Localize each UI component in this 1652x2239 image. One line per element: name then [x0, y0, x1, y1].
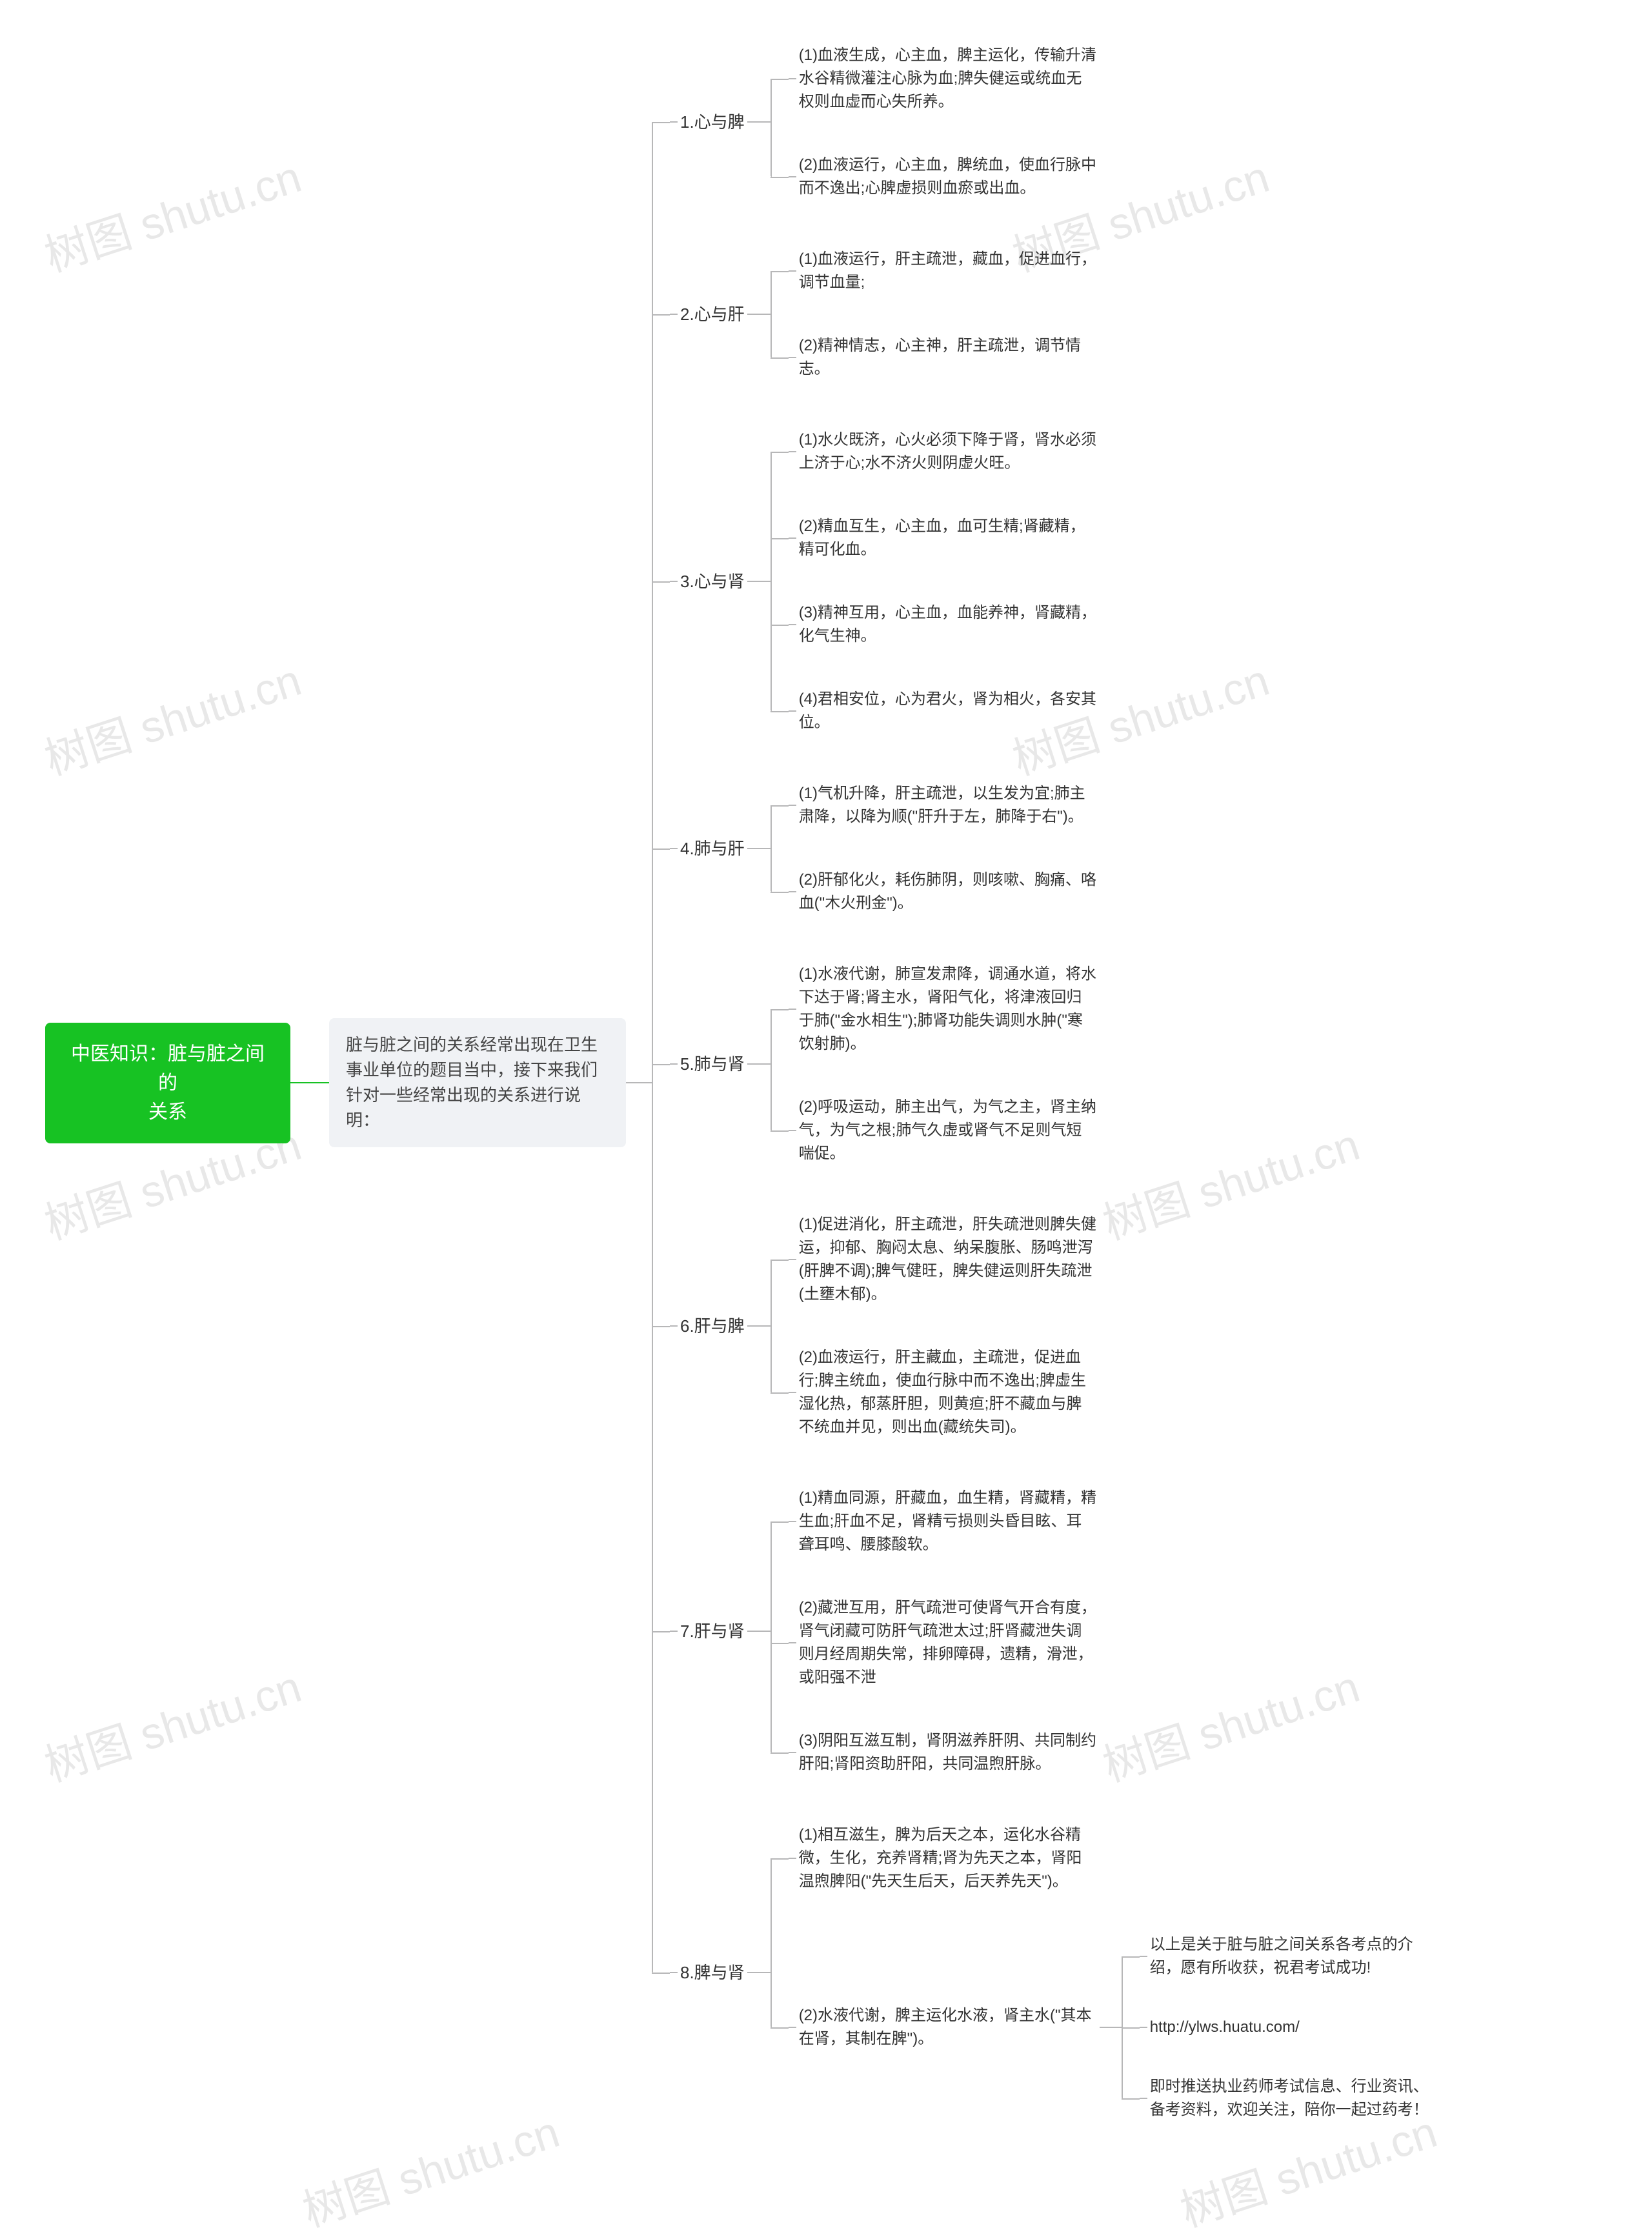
leaf-text: (3)阴阳互滋互制，肾阴滋养肝阴、共同制约肝阳;肾阳资助肝阳，共同温煦肝脉。	[796, 1724, 1100, 1781]
bracket	[771, 1208, 789, 1444]
branch-label: 8.脾与肾	[678, 1954, 747, 1991]
connector	[290, 1082, 329, 1083]
leaf-text: (2)水液代谢，脾主运化水液，肾主水("其本在肾，其制在脾")。	[796, 1999, 1100, 2056]
leaf-row: (2)精神情志，心主神，肝主疏泄，调节情志。	[789, 329, 1100, 386]
branch-row: 1.心与脾 (1)血液生成，心主血，脾主运化，传输升清水谷精微灌注心脉为血;脾失健…	[670, 39, 1444, 205]
leaf-text: (2)血液运行，肝主藏血，主疏泄，促进血行;脾主统血，使血行脉中而不逸出;脾虚生…	[796, 1341, 1100, 1444]
leaf-row: 以上是关于脏与脏之间关系各考点的介绍，愿有所收获，祝君考试成功!	[1140, 1928, 1444, 1985]
bracket	[771, 777, 789, 920]
leaf-row: (2)肝郁化火，耗伤肺阴，则咳嗽、胸痛、咯血("木火刑金")。	[789, 863, 1100, 920]
leaf-text: 以上是关于脏与脏之间关系各考点的介绍，愿有所收获，祝君考试成功!	[1147, 1928, 1444, 1985]
root-node: 中医知识：脏与脏之间的 关系	[45, 1023, 290, 1143]
root-title-line2: 关系	[65, 1098, 271, 1127]
intro-node: 脏与脏之间的关系经常出现在卫生事业单位的题目当中，接下来我们针对一些经常出现的关…	[329, 1018, 626, 1147]
bracket	[771, 1481, 789, 1781]
leaf-row: (1)血液生成，心主血，脾主运化，传输升清水谷精微灌注心脉为血;脾失健运或统血无…	[789, 39, 1100, 119]
mindmap-root-container: 中医知识：脏与脏之间的 关系 脏与脏之间的关系经常出现在卫生事业单位的题目当中，…	[45, 39, 1444, 2127]
leaf-text: (1)气机升降，肝主疏泄，以生发为宜;肺主肃降，以降为顺("肝升于左，肺降于右"…	[796, 777, 1100, 834]
bracket	[1122, 1928, 1140, 2127]
leaf-text: (2)藏泄互用，肝气疏泄可使肾气开合有度，肾气闭藏可防肝气疏泄太过;肝肾藏泄失调…	[796, 1591, 1100, 1694]
bracket	[771, 423, 789, 739]
branch-row: 5.肺与肾 (1)水液代谢，肺宣发肃降，调通水道，将水下达于肾;肾主水，肾阳气化，…	[670, 958, 1444, 1170]
branch-row: 4.肺与肝 (1)气机升降，肝主疏泄，以生发为宜;肺主肃降，以降为顺("肝升于左，…	[670, 777, 1444, 920]
leaf-text: (1)精血同源，肝藏血，血生精，肾藏精，精生血;肝血不足，肾精亏损则头昏目眩、耳…	[796, 1481, 1100, 1561]
bracket	[652, 39, 670, 2127]
branch-label: 4.肺与肝	[678, 830, 747, 867]
branch-label: 5.肺与肾	[678, 1046, 747, 1082]
leaf-text: (2)血液运行，心主血，脾统血，使血行脉中而不逸出;心脾虚损则血瘀或出血。	[796, 148, 1100, 205]
leaf-row: (2)精血互生，心主血，血可生精;肾藏精，精可化血。	[789, 510, 1100, 567]
leaf-text: (3)精神互用，心主血，血能养神，肾藏精，化气生神。	[796, 596, 1100, 653]
branch-row: 2.心与肝 (1)血液运行，肝主疏泄，藏血，促进血行，调节血量; (2)精神情志，心…	[670, 243, 1444, 386]
leaf-row: http://ylws.huatu.com/	[1140, 2011, 1444, 2044]
branch-label: 3.心与肾	[678, 563, 747, 599]
leaf-text: (2)精神情志，心主神，肝主疏泄，调节情志。	[796, 329, 1100, 386]
leaf-text: (1)水火既济，心火必须下降于肾，肾水必须上济于心;水不济火则阴虚火旺。	[796, 423, 1100, 480]
branch-label: 7.肝与肾	[678, 1613, 747, 1649]
leaf-row: (1)水液代谢，肺宣发肃降，调通水道，将水下达于肾;肾主水，肾阳气化，将津液回归…	[789, 958, 1100, 1061]
branch-row: 8.脾与肾 (1)相互滋生，脾为后天之本，运化水谷精微，生化，充养肾精;肾为先天之…	[670, 1818, 1444, 2127]
leaf-row: (1)水火既济，心火必须下降于肾，肾水必须上济于心;水不济火则阴虚火旺。	[789, 423, 1100, 480]
branch-label: 6.肝与脾	[678, 1308, 747, 1344]
leaf-row: (2)血液运行，肝主藏血，主疏泄，促进血行;脾主统血，使血行脉中而不逸出;脾虚生…	[789, 1341, 1100, 1444]
leaf-text: (2)精血互生，心主血，血可生精;肾藏精，精可化血。	[796, 510, 1100, 567]
leaf-row: (2)血液运行，心主血，脾统血，使血行脉中而不逸出;心脾虚损则血瘀或出血。	[789, 148, 1100, 205]
leaf-text: (2)肝郁化火，耗伤肺阴，则咳嗽、胸痛、咯血("木火刑金")。	[796, 863, 1100, 920]
connector	[626, 1082, 652, 1083]
bracket	[771, 243, 789, 386]
leaf-row: (1)相互滋生，脾为后天之本，运化水谷精微，生化，充养肾精;肾为先天之本，肾阳温…	[789, 1818, 1444, 1898]
leaf-row: (1)气机升降，肝主疏泄，以生发为宜;肺主肃降，以降为顺("肝升于左，肺降于右"…	[789, 777, 1100, 834]
leaf-text: (1)相互滋生，脾为后天之本，运化水谷精微，生化，充养肾精;肾为先天之本，肾阳温…	[796, 1818, 1100, 1898]
leaf-row: (3)阴阳互滋互制，肾阴滋养肝阴、共同制约肝阳;肾阳资助肝阳，共同温煦肝脉。	[789, 1724, 1100, 1781]
leaf-text: (1)水液代谢，肺宣发肃降，调通水道，将水下达于肾;肾主水，肾阳气化，将津液回归…	[796, 958, 1100, 1061]
leaf-row: (3)精神互用，心主血，血能养神，肾藏精，化气生神。	[789, 596, 1100, 653]
branch-row: 7.肝与肾 (1)精血同源，肝藏血，血生精，肾藏精，精生血;肝血不足，肾精亏损则头…	[670, 1481, 1444, 1781]
leaf-text: (1)促进消化，肝主疏泄，肝失疏泄则脾失健运，抑郁、胸闷太息、纳呆腹胀、肠鸣泄泻…	[796, 1208, 1100, 1311]
bracket	[771, 39, 789, 205]
branches-column: 1.心与脾 (1)血液生成，心主血，脾主运化，传输升清水谷精微灌注心脉为血;脾失健…	[670, 39, 1444, 2127]
leaf-text: (1)血液生成，心主血，脾主运化，传输升清水谷精微灌注心脉为血;脾失健运或统血无…	[796, 39, 1100, 119]
leaf-text: 即时推送执业药师考试信息、行业资讯、备考资料，欢迎关注，陪你一起过药考！	[1147, 2070, 1444, 2127]
leaf-text: (4)君相安位，心为君火，肾为相火，各安其位。	[796, 683, 1100, 739]
leaf-row: (2)水液代谢，脾主运化水液，肾主水("其本在肾，其制在脾")。以上是关于脏与脏…	[789, 1928, 1444, 2127]
leaf-row: (1)促进消化，肝主疏泄，肝失疏泄则脾失健运，抑郁、胸闷太息、纳呆腹胀、肠鸣泄泻…	[789, 1208, 1100, 1311]
branch-row: 6.肝与脾 (1)促进消化，肝主疏泄，肝失疏泄则脾失健运，抑郁、胸闷太息、纳呆腹胀…	[670, 1208, 1444, 1444]
leaf-text: (1)血液运行，肝主疏泄，藏血，促进血行，调节血量;	[796, 243, 1100, 299]
branch-label: 2.心与肝	[678, 296, 747, 332]
leaf-row: 即时推送执业药师考试信息、行业资讯、备考资料，欢迎关注，陪你一起过药考！	[1140, 2070, 1444, 2127]
root-title-line1: 中医知识：脏与脏之间的	[65, 1039, 271, 1098]
branch-row: 3.心与肾 (1)水火既济，心火必须下降于肾，肾水必须上济于心;水不济火则阴虚火旺…	[670, 423, 1444, 739]
leaf-row: (4)君相安位，心为君火，肾为相火，各安其位。	[789, 683, 1100, 739]
leaf-text: (2)呼吸运动，肺主出气，为气之主，肾主纳气，为气之根;肺气久虚或肾气不足则气短…	[796, 1090, 1100, 1170]
leaf-row: (2)藏泄互用，肝气疏泄可使肾气开合有度，肾气闭藏可防肝气疏泄太过;肝肾藏泄失调…	[789, 1591, 1100, 1694]
leaf-text: http://ylws.huatu.com/	[1147, 2011, 1444, 2044]
leaf-row: (1)血液运行，肝主疏泄，藏血，促进血行，调节血量;	[789, 243, 1100, 299]
leaf-row: (1)精血同源，肝藏血，血生精，肾藏精，精生血;肝血不足，肾精亏损则头昏目眩、耳…	[789, 1481, 1100, 1561]
bracket	[771, 1818, 789, 2127]
leaf-row: (2)呼吸运动，肺主出气，为气之主，肾主纳气，为气之根;肺气久虚或肾气不足则气短…	[789, 1090, 1100, 1170]
bracket	[771, 958, 789, 1170]
branch-label: 1.心与脾	[678, 104, 747, 140]
